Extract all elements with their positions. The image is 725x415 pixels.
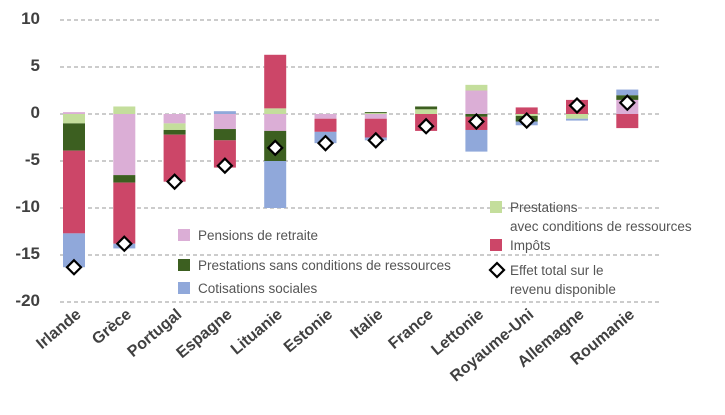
- bar-segment: [163, 123, 186, 130]
- bar-segment: [314, 114, 337, 119]
- legend-marker: [488, 261, 506, 279]
- x-tick-label: Irlande: [33, 306, 84, 353]
- bar-segment: [364, 118, 387, 138]
- bar-segment: [113, 182, 136, 244]
- x-tick-label: Grèce: [89, 306, 135, 348]
- bar-segment: [264, 161, 287, 208]
- y-tick-label: -10: [15, 197, 40, 216]
- bar-segment: [415, 109, 438, 114]
- bar-segment: [113, 175, 136, 183]
- legend-label: Effet total sur le revenu disponible: [510, 263, 616, 297]
- bar-segment: [566, 114, 588, 119]
- bar-segment: [364, 112, 387, 114]
- bar-segment: [63, 112, 85, 114]
- bar-segment: [364, 113, 387, 114]
- total-marker: [65, 258, 83, 276]
- bar-segment: [264, 108, 287, 114]
- total-marker: [166, 173, 184, 191]
- y-tick-label: -15: [15, 244, 40, 263]
- bar-segment: [213, 111, 236, 114]
- total-marker: [568, 96, 586, 115]
- bar-segment: [63, 150, 85, 234]
- bar-segment: [566, 118, 588, 121]
- bar-segment: [213, 129, 236, 141]
- legend-label: Impôts: [510, 238, 551, 253]
- total-marker: [316, 134, 335, 152]
- legend-swatch: [178, 282, 190, 294]
- legend-label: Prestations sans conditions de ressource…: [198, 258, 451, 273]
- total-marker: [417, 117, 435, 135]
- total-marker: [216, 157, 234, 175]
- legend-label: Pensions de retraite: [198, 228, 318, 243]
- bar-segment: [314, 118, 337, 132]
- bar-segment: [264, 114, 287, 131]
- total-marker: [266, 139, 284, 157]
- bar-segment: [415, 106, 438, 110]
- y-tick-label: 0: [31, 103, 40, 122]
- bar-segment: [63, 114, 85, 124]
- bar-segment: [364, 114, 387, 119]
- bar-segment: [63, 123, 85, 151]
- bar-segment: [63, 233, 85, 268]
- bar-segment: [163, 129, 186, 135]
- bar-segment: [213, 114, 236, 130]
- legend-swatch: [490, 239, 502, 251]
- bar-segment: [113, 106, 136, 114]
- y-tick-label: 10: [21, 9, 40, 28]
- bar-segment: [616, 89, 639, 96]
- bar-segment: [515, 107, 538, 114]
- total-marker: [518, 112, 536, 130]
- x-tick-label: Italie: [348, 306, 387, 343]
- bar-segment: [465, 84, 488, 91]
- bar-segment: [213, 140, 236, 168]
- bar-segment: [264, 54, 287, 109]
- bar-segment: [163, 114, 186, 124]
- legend-label: Prestations avec conditions de ressources: [510, 200, 692, 234]
- y-tick-label: -20: [15, 291, 40, 310]
- legend-swatch: [178, 229, 190, 241]
- bar-segment: [113, 114, 136, 176]
- x-tick-label: Estonie: [281, 306, 336, 356]
- bar-segment: [163, 134, 186, 182]
- bar-segment: [465, 90, 488, 114]
- bar-segment: [616, 114, 639, 129]
- total-marker: [367, 131, 385, 149]
- total-marker: [618, 94, 636, 112]
- total-marker: [467, 112, 485, 131]
- legend-swatch: [178, 259, 190, 271]
- x-tick-label: Lituanie: [228, 306, 286, 359]
- legend-swatch: [490, 201, 502, 213]
- bar-segment: [465, 129, 488, 152]
- total-marker: [115, 235, 133, 253]
- legend-label: Cotisations sociales: [198, 281, 318, 296]
- y-tick-label: 5: [31, 56, 40, 75]
- x-tick-label: Espagne: [173, 306, 235, 362]
- y-tick-label: -5: [25, 150, 40, 169]
